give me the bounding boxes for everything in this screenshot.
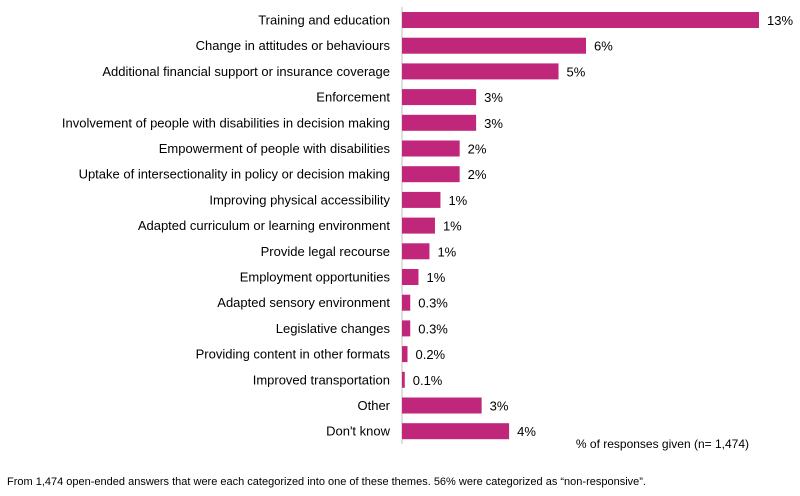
category-label-enforcement: Enforcement [316, 90, 390, 105]
category-label-don-t-know: Don't know [326, 424, 391, 439]
data-label-other: 3% [490, 399, 509, 414]
data-label-adapted-curriculum-or-learning-environment: 1% [443, 219, 462, 234]
bar-adapted-sensory-environment [402, 294, 411, 311]
bar-legislative-changes [402, 320, 411, 337]
bar-enforcement [402, 89, 477, 106]
bar-uptake-of-intersectionality-in-policy-or-decision-making [402, 166, 460, 183]
bar-other [402, 397, 482, 414]
bar-employment-opportunities [402, 269, 419, 285]
category-label-employment-opportunities: Employment opportunities [240, 270, 391, 285]
bar-don-t-know [402, 423, 510, 440]
category-label-change-in-attitudes-or-behaviours: Change in attitudes or behaviours [196, 38, 391, 53]
category-label-empowerment-of-people-with-disabilities: Empowerment of people with disabilities [159, 141, 391, 156]
category-label-additional-financial-support-or-insurance-coverage: Additional financial support or insuranc… [102, 64, 390, 79]
category-label-provide-legal-recourse: Provide legal recourse [261, 244, 390, 259]
category-label-other: Other [357, 398, 390, 413]
data-label-adapted-sensory-environment: 0.3% [418, 296, 448, 311]
data-label-employment-opportunities: 1% [426, 270, 445, 285]
data-label-improving-physical-accessibility: 1% [448, 193, 467, 208]
category-label-providing-content-in-other-formats: Providing content in other formats [196, 347, 391, 362]
bar-providing-content-in-other-formats [402, 346, 408, 363]
data-label-change-in-attitudes-or-behaviours: 6% [594, 39, 613, 54]
data-label-uptake-of-intersectionality-in-policy-or-decision-making: 2% [468, 167, 487, 182]
category-label-improved-transportation: Improved transportation [253, 372, 390, 387]
category-label-uptake-of-intersectionality-in-policy-or-decision-making: Uptake of intersectionality in policy or… [79, 167, 390, 182]
data-label-involvement-of-people-with-disabilities-in-decision-making: 3% [484, 116, 503, 131]
x-axis-label: % of responses given (n= 1,474) [576, 437, 749, 451]
bar-improving-physical-accessibility [402, 191, 441, 208]
bar-involvement-of-people-with-disabilities-in-decision-making [402, 114, 477, 131]
bar-additional-financial-support-or-insurance-coverage [402, 63, 559, 80]
category-label-involvement-of-people-with-disabilities-in-decision-making: Involvement of people with disabilities … [62, 115, 390, 130]
data-label-empowerment-of-people-with-disabilities: 2% [468, 142, 487, 157]
bar-change-in-attitudes-or-behaviours [402, 37, 586, 54]
data-label-additional-financial-support-or-insurance-coverage: 5% [567, 64, 586, 79]
data-label-don-t-know: 4% [517, 424, 536, 439]
data-label-legislative-changes: 0.3% [418, 321, 448, 336]
bar-training-and-education [402, 12, 759, 28]
bar-provide-legal-recourse [402, 243, 430, 260]
bar-chart-svg: Training and education 13% Change in attit… [62, 7, 793, 451]
footnote: From 1,474 open-ended answers that were … [7, 476, 646, 488]
category-label-adapted-curriculum-or-learning-environment: Adapted curriculum or learning environme… [138, 218, 391, 233]
bars-layer: Training and education 13% Change in attit… [62, 12, 793, 440]
data-label-improved-transportation: 0.1% [413, 373, 443, 388]
data-label-provide-legal-recourse: 1% [437, 244, 456, 259]
bar-improved-transportation [402, 371, 405, 388]
category-label-legislative-changes: Legislative changes [276, 321, 391, 336]
data-label-providing-content-in-other-formats: 0.2% [415, 347, 445, 362]
category-label-improving-physical-accessibility: Improving physical accessibility [209, 192, 390, 207]
bar-adapted-curriculum-or-learning-environment [402, 217, 435, 234]
data-label-training-and-education: 13% [767, 13, 793, 28]
category-label-adapted-sensory-environment: Adapted sensory environment [217, 295, 390, 310]
bar-empowerment-of-people-with-disabilities [402, 140, 460, 157]
category-label-training-and-education: Training and education [258, 13, 390, 28]
data-label-enforcement: 3% [484, 90, 503, 105]
